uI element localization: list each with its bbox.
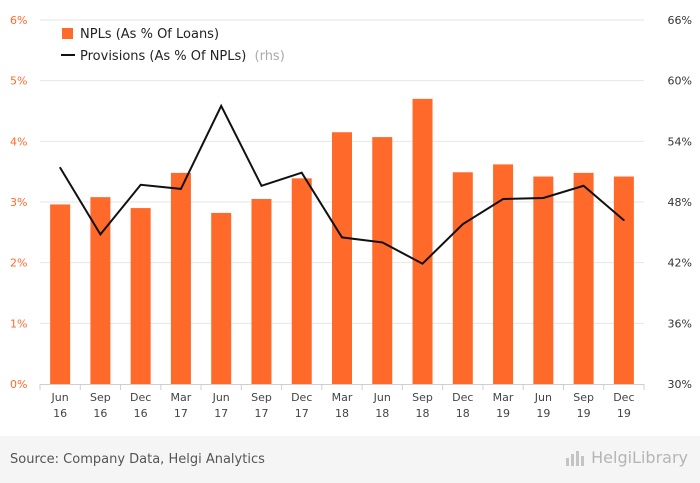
- npl-bar: [332, 132, 352, 384]
- npl-bar: [211, 212, 232, 384]
- right-tick-label: 36%: [668, 317, 692, 330]
- provisions-point: [220, 105, 222, 107]
- left-tick-label: 2%: [10, 257, 27, 270]
- right-tick-label: 30%: [668, 378, 692, 391]
- legend-provisions-label: Provisions (As % Of NPLs) (rhs): [80, 49, 285, 64]
- right-axis-ticks: 30% 36% 42% 48% 54% 60% 66%: [668, 14, 692, 391]
- brand-logo: HelgiLibrary: [565, 448, 688, 467]
- x-tick-label-year: 18: [416, 407, 430, 420]
- x-tick-label-month: Dec: [291, 391, 312, 404]
- x-tick-label-year: 17: [254, 407, 268, 420]
- npl-bar: [613, 176, 634, 384]
- x-tick-label-month: Mar: [493, 391, 514, 404]
- right-tick-label: 66%: [668, 14, 692, 27]
- x-tick-label-month: Sep: [251, 391, 272, 404]
- x-tick-label-month: Mar: [332, 391, 353, 404]
- provisions-point: [341, 236, 343, 239]
- x-axis: Jun 16 Sep 16 Dec 16 Mar 17 Jun 17 Sep 17 Dec 17 Mar 18…: [39, 384, 645, 420]
- right-tick-label: 42%: [668, 257, 692, 270]
- x-tick-label-year: 16: [53, 407, 67, 420]
- provisions-point: [462, 223, 464, 226]
- legend-npl-label: NPLs (As % Of Loans): [80, 27, 219, 42]
- npl-bar: [533, 176, 554, 384]
- legend-provisions-name: Provisions (As % Of NPLs): [80, 49, 246, 64]
- x-tick-label-year: 19: [617, 407, 631, 420]
- x-tick-label-year: 19: [577, 407, 591, 420]
- left-axis-ticks: 0% 1% 2% 3% 4% 5% 6%: [10, 14, 27, 391]
- brand-name: HelgiLibrary: [591, 448, 688, 467]
- npl-bar: [50, 204, 71, 384]
- legend-npl-swatch: [62, 28, 73, 39]
- x-tick-label-month: Jun: [51, 391, 69, 404]
- provisions-point: [300, 171, 303, 174]
- left-tick-label: 6%: [10, 14, 27, 27]
- left-tick-label: 5%: [10, 75, 27, 88]
- source-note: Source: Company Data, Helgi Analytics: [10, 452, 265, 467]
- x-tick-label-month: Jun: [534, 391, 552, 404]
- x-tick-label-year: 19: [496, 407, 510, 420]
- left-tick-label: 4%: [10, 135, 27, 148]
- provisions-point: [180, 188, 182, 190]
- provisions-point: [260, 185, 263, 187]
- x-tick-label-month: Mar: [171, 391, 192, 404]
- footer: Source: Company Data, Helgi Analytics He…: [0, 436, 700, 483]
- provisions-point: [421, 262, 424, 265]
- npl-bar: [493, 164, 514, 384]
- npl-bar: [573, 172, 594, 384]
- provisions-point: [542, 197, 545, 199]
- x-tick-label-year: 16: [134, 407, 148, 420]
- right-tick-label: 48%: [668, 196, 692, 209]
- legend: NPLs (As % Of Loans) Provisions (As % Of…: [61, 27, 285, 64]
- x-tick-label-month: Dec: [613, 391, 634, 404]
- npl-bar: [251, 198, 272, 384]
- npl-bar: [130, 208, 151, 384]
- right-tick-label: 60%: [668, 75, 692, 88]
- provisions-point: [381, 241, 384, 244]
- x-tick-label-year: 17: [295, 407, 309, 420]
- x-tick-label-year: 18: [375, 407, 389, 420]
- left-tick-label: 3%: [10, 196, 27, 209]
- npl-bar: [412, 98, 433, 384]
- combo-chart: 0% 1% 2% 3% 4% 5% 6% 30% 36% 42% 48% 54% 60% 66% Jun…: [10, 14, 692, 420]
- npl-bar: [170, 172, 191, 384]
- provisions-point: [59, 166, 61, 169]
- x-tick-label-year: 16: [93, 407, 107, 420]
- provisions-line: [59, 103, 625, 265]
- right-tick-label: 54%: [668, 135, 692, 148]
- npl-bar: [372, 137, 393, 384]
- x-tick-label-month: Jun: [212, 391, 230, 404]
- provisions-point: [623, 219, 625, 221]
- left-tick-label: 0%: [10, 378, 27, 391]
- npl-bars: [50, 98, 634, 384]
- x-tick-label-month: Jun: [373, 391, 391, 404]
- npl-bar: [452, 172, 473, 384]
- provisions-point: [582, 185, 585, 187]
- x-tick-label-month: Sep: [90, 391, 111, 404]
- x-tick-label-year: 17: [174, 407, 188, 420]
- left-tick-label: 1%: [10, 317, 27, 330]
- x-tick-label-month: Dec: [452, 391, 473, 404]
- legend-provisions-rhs: (rhs): [255, 49, 285, 64]
- npl-bar: [291, 178, 312, 384]
- x-tick-label-month: Sep: [573, 391, 594, 404]
- x-tick-label-month: Sep: [412, 391, 433, 404]
- x-tick-label-year: 18: [335, 407, 349, 420]
- x-tick-label-month: Dec: [130, 391, 151, 404]
- x-tick-label-year: 18: [456, 407, 470, 420]
- x-tick-label-year: 19: [536, 407, 550, 420]
- x-tick-label-year: 17: [214, 407, 228, 420]
- provisions-point: [99, 233, 102, 236]
- npl-bar: [90, 197, 111, 384]
- provisions-point: [139, 184, 142, 186]
- helgi-library-icon: [566, 450, 585, 466]
- provisions-point: [502, 198, 504, 200]
